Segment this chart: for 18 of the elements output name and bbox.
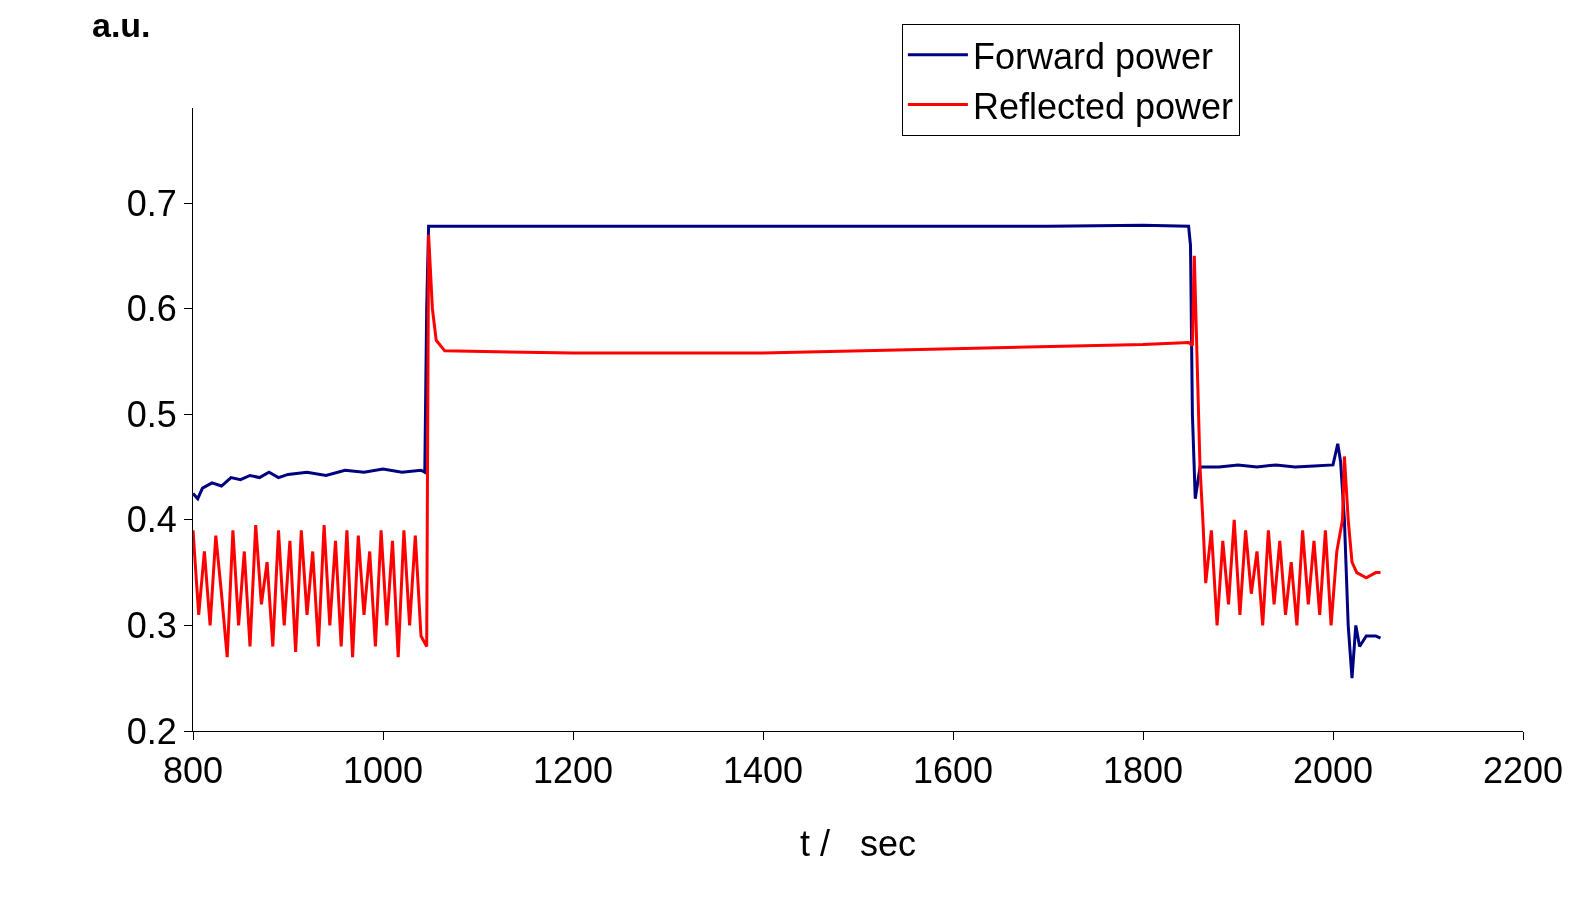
- x-tick-label: 1400: [722, 750, 804, 792]
- x-tick-label: 1600: [912, 750, 994, 792]
- x-tick-label: 2200: [1482, 750, 1564, 792]
- y-axis-title: a.u.: [92, 6, 151, 44]
- y-tick-label: 0.6: [126, 288, 177, 330]
- x-tick-label: 1200: [532, 750, 614, 792]
- y-tick-label: 0.4: [126, 499, 177, 541]
- y-tick-label: 0.3: [126, 605, 177, 647]
- legend-label: Reflected power: [972, 85, 1234, 127]
- x-tick-label: 800: [162, 750, 224, 792]
- x-tick-label: 1800: [1102, 750, 1184, 792]
- x-tick-label: 2000: [1292, 750, 1374, 792]
- y-tick-label: 0.7: [126, 182, 177, 224]
- y-tick-label: 0.2: [126, 710, 177, 752]
- legend-label: Forward power: [972, 35, 1213, 77]
- x-axis-title: t / sec: [799, 822, 917, 864]
- x-tick-label: 1000: [342, 750, 424, 792]
- y-tick-label: 0.5: [126, 393, 177, 435]
